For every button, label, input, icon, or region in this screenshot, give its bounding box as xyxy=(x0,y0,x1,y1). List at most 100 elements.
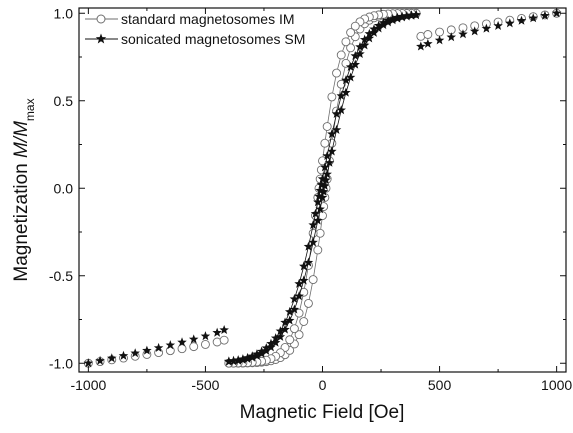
legend-label-sm: sonicated magnetosomes SM xyxy=(121,31,305,47)
series-1-point xyxy=(219,325,229,335)
series-0-point xyxy=(423,30,433,39)
series-1-point xyxy=(107,353,117,363)
x-tick-label: -500 xyxy=(191,377,219,393)
series-0-point xyxy=(219,335,229,345)
series-1-point xyxy=(247,351,258,361)
series-1-point xyxy=(411,9,421,19)
series-1-point xyxy=(341,87,351,97)
series-0-point xyxy=(299,317,309,326)
x-axis-title: Magnetic Field [Oe] xyxy=(240,402,405,423)
series-0-point xyxy=(294,330,304,340)
series-0-point xyxy=(165,346,175,356)
x-tick-label: 1000 xyxy=(541,377,572,393)
series-1-point xyxy=(369,27,379,37)
y-tick-label: -1.0 xyxy=(49,355,73,371)
series-1-point xyxy=(317,173,328,183)
series-1-point xyxy=(308,237,318,247)
series-1-point xyxy=(313,197,323,207)
series-0-point xyxy=(332,68,341,78)
series-1-point xyxy=(359,40,370,50)
series-1-point xyxy=(373,20,384,30)
series-1-point xyxy=(336,90,346,100)
series-1-point xyxy=(310,208,321,218)
series-1-point xyxy=(481,23,492,33)
series-1-point xyxy=(289,304,300,314)
series-1-point xyxy=(233,355,243,365)
series-1-point xyxy=(331,108,342,118)
series-1-point xyxy=(266,342,276,352)
series-1-point xyxy=(505,18,515,28)
series-0-point xyxy=(435,27,445,37)
series-0-point xyxy=(320,138,330,148)
y-axis-title-var: M/M xyxy=(11,121,32,158)
series-1-point xyxy=(95,355,105,365)
series-1-point xyxy=(280,317,290,327)
y-tick-label: 0.0 xyxy=(54,180,74,196)
series-1-point xyxy=(355,49,365,59)
series-1-point xyxy=(308,220,318,230)
series-1-point xyxy=(177,337,187,347)
series-1-point xyxy=(345,72,356,82)
series-1-point xyxy=(252,349,262,359)
series-1-point xyxy=(200,331,211,341)
series-1-point xyxy=(336,105,346,115)
series-1-point xyxy=(402,10,412,20)
series-1-point xyxy=(350,59,361,69)
series-1-point xyxy=(397,11,407,21)
series-1-point xyxy=(142,345,152,355)
series-1-point xyxy=(320,162,330,172)
series-1-point xyxy=(318,186,329,196)
series-1-point xyxy=(212,327,222,337)
series-1-point xyxy=(331,124,342,134)
series-1-point xyxy=(315,204,325,214)
series-0-point xyxy=(346,28,356,37)
series-1-point xyxy=(434,35,445,45)
series-1-point xyxy=(83,358,94,368)
series-1-point xyxy=(458,29,468,39)
series-1-point xyxy=(303,241,314,251)
series-1-point xyxy=(294,278,304,288)
series-1-point xyxy=(118,350,129,360)
series-1-point xyxy=(364,28,375,38)
series-1-point xyxy=(327,146,337,156)
series-0-point xyxy=(336,79,346,89)
series-0-point xyxy=(336,50,346,60)
series-1-point xyxy=(516,15,527,25)
series-1-point xyxy=(270,337,281,347)
series-1-point xyxy=(341,75,351,85)
legend-marker-im xyxy=(96,14,106,24)
series-1-point xyxy=(322,150,332,160)
series-1-point xyxy=(275,326,286,336)
series-1-point xyxy=(294,291,304,301)
series-1-point xyxy=(261,343,272,353)
series-1-point xyxy=(378,17,389,27)
y-axis-title: Magnetization M/Mmax xyxy=(11,98,37,281)
series-1-point xyxy=(322,169,332,179)
series-1-point xyxy=(317,192,328,202)
series-1-point xyxy=(392,12,403,22)
y-axis-title-sub: max xyxy=(23,98,37,121)
series-0-point xyxy=(350,21,360,31)
series-1-point xyxy=(345,62,356,72)
series-1-point xyxy=(540,10,550,20)
series-1-point xyxy=(493,20,503,30)
series-0-point xyxy=(299,287,309,297)
series-1-point xyxy=(324,157,335,167)
y-tick-label: -0.5 xyxy=(49,268,73,284)
series-1-point xyxy=(469,26,480,36)
series-1-point xyxy=(373,23,384,33)
series-1-point xyxy=(355,41,365,51)
x-tick-label: 500 xyxy=(428,377,452,393)
series-1-point xyxy=(242,352,253,362)
series-1-point xyxy=(320,180,330,190)
ticks-layer: -1000 -500 0 500 1000 -1.0 -0.5 0.0 0.5 1.0 xyxy=(49,5,573,393)
series-0-point xyxy=(189,342,199,352)
series-1-point xyxy=(314,191,324,201)
series-1-point xyxy=(303,257,314,267)
series-1-point xyxy=(327,129,337,139)
x-tick-label: 0 xyxy=(319,377,327,393)
series-1-point xyxy=(350,50,361,61)
series-1-point xyxy=(299,261,309,271)
series-0-point xyxy=(341,58,351,68)
